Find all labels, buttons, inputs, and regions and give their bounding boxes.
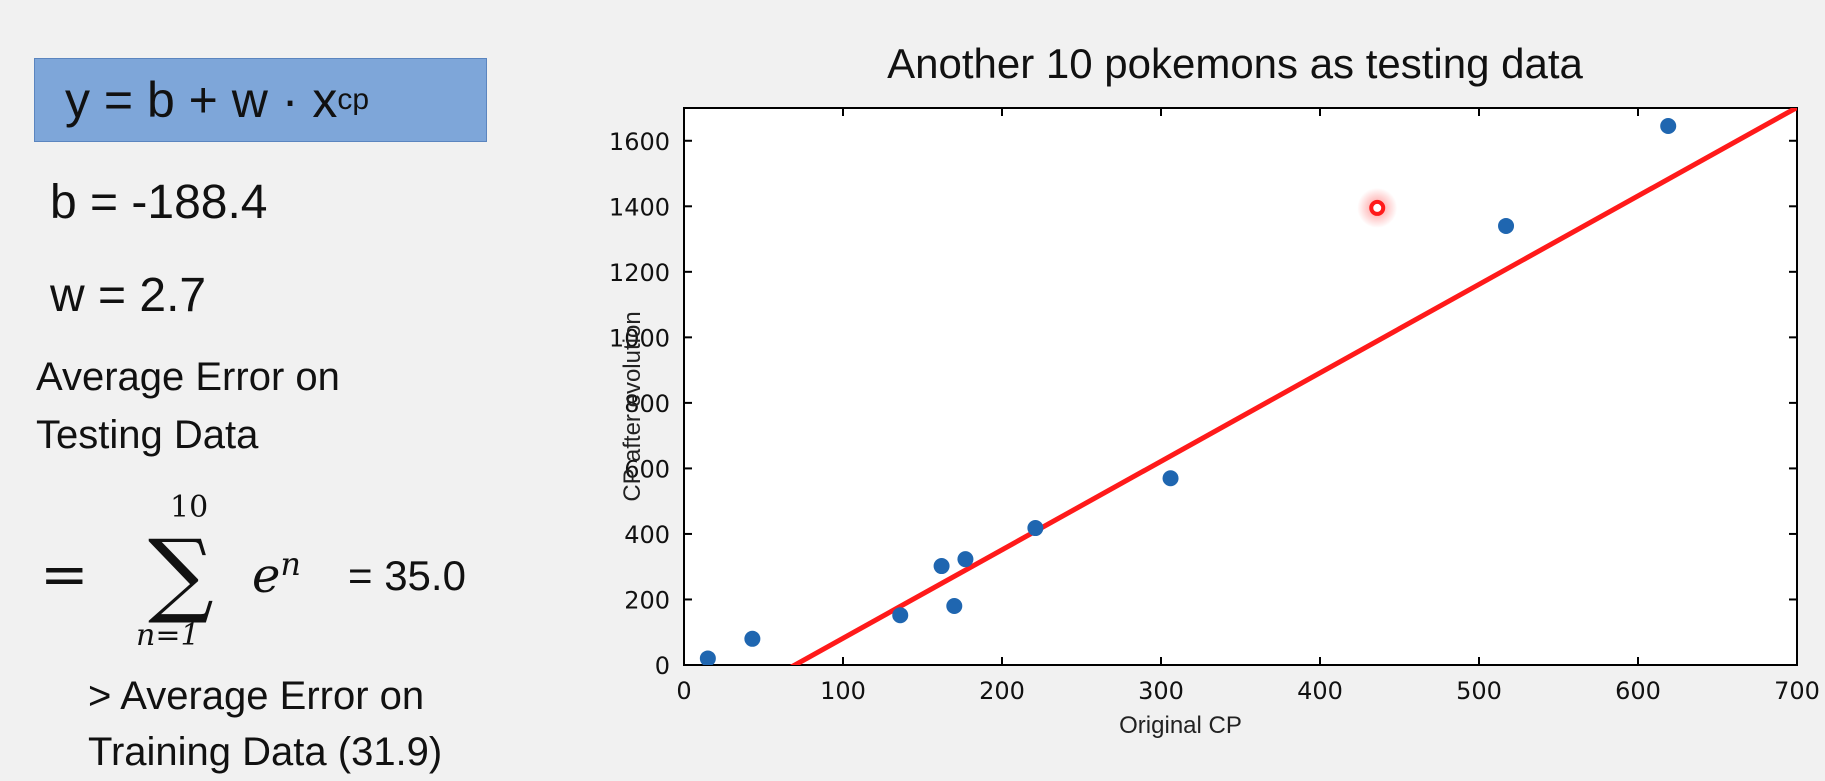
sum-lower-limit: n=1 (136, 618, 200, 653)
plot-content (699, 108, 1797, 665)
avg-error-label: Average Error on Testing Data (36, 348, 340, 464)
data-point (1027, 520, 1044, 537)
chart-title: Another 10 pokemons as testing data (887, 40, 1583, 87)
y-tick-label: 1600 (609, 128, 670, 156)
sum-term: en (252, 545, 301, 604)
x-tick-label: 400 (1297, 677, 1343, 705)
formula-subscript: cp (337, 83, 370, 116)
y-tick-label: 1400 (609, 193, 670, 221)
data-point (933, 558, 950, 575)
sum-value: = 35.0 (348, 552, 466, 599)
x-tick-label: 500 (1456, 677, 1502, 705)
y-tick-label: 1200 (609, 259, 670, 287)
formula-text: y = b + w · x (65, 72, 338, 128)
data-point (1660, 118, 1677, 135)
data-point (744, 630, 761, 647)
sum-term-base: e (252, 548, 281, 604)
comparison-line1: > Average Error on (88, 674, 425, 718)
y-tick-label: 200 (624, 586, 670, 614)
weight-value: w = 2.7 (50, 269, 207, 322)
y-tick-label: 0 (655, 652, 670, 680)
data-point (1498, 217, 1515, 234)
y-tick-label: 600 (624, 455, 670, 483)
x-tick-label: 700 (1774, 677, 1820, 705)
sigma-icon: ∑ (148, 520, 214, 627)
fit-line (789, 108, 1797, 665)
y-tick-label: 800 (624, 390, 670, 418)
data-point (699, 650, 716, 665)
training-comparison: > Average Error on Training Data (31.9) (88, 668, 442, 780)
x-tick-label: 0 (676, 677, 691, 705)
sum-term-sup: n (280, 545, 302, 583)
sum-equals: = (40, 540, 89, 608)
y-tick-label: 400 (624, 521, 670, 549)
data-point (1162, 470, 1179, 487)
sum-upper-limit: 10 (170, 490, 209, 525)
avg-error-line1: Average Error on (36, 355, 340, 399)
x-tick-label: 100 (820, 677, 866, 705)
data-point (892, 607, 909, 624)
data-point (946, 598, 963, 615)
scatter-chart: 0 100 200 300 400 500 600 700 0 200 400 600 800 1000 1… (609, 107, 1820, 739)
error-sum-formula: = 10 ∑ n=1 en = 35.0 (40, 490, 520, 653)
y-axis-label: CP after evolution (619, 311, 646, 501)
data-point (957, 551, 974, 568)
x-axis-label: Original CP (1119, 712, 1242, 739)
x-tick-label: 600 (1615, 677, 1661, 705)
model-formula: y = b + w · x cp (34, 58, 487, 142)
comparison-line2: Training Data (31.9) (88, 730, 443, 774)
bias-value: b = -188.4 (50, 176, 268, 229)
x-tick-label: 200 (979, 677, 1025, 705)
highlighted-point (1369, 199, 1386, 216)
plot-area (683, 107, 1798, 666)
avg-error-line2: Testing Data (36, 413, 259, 457)
y-tick-label: 1000 (609, 324, 670, 352)
x-tick-label: 300 (1138, 677, 1184, 705)
